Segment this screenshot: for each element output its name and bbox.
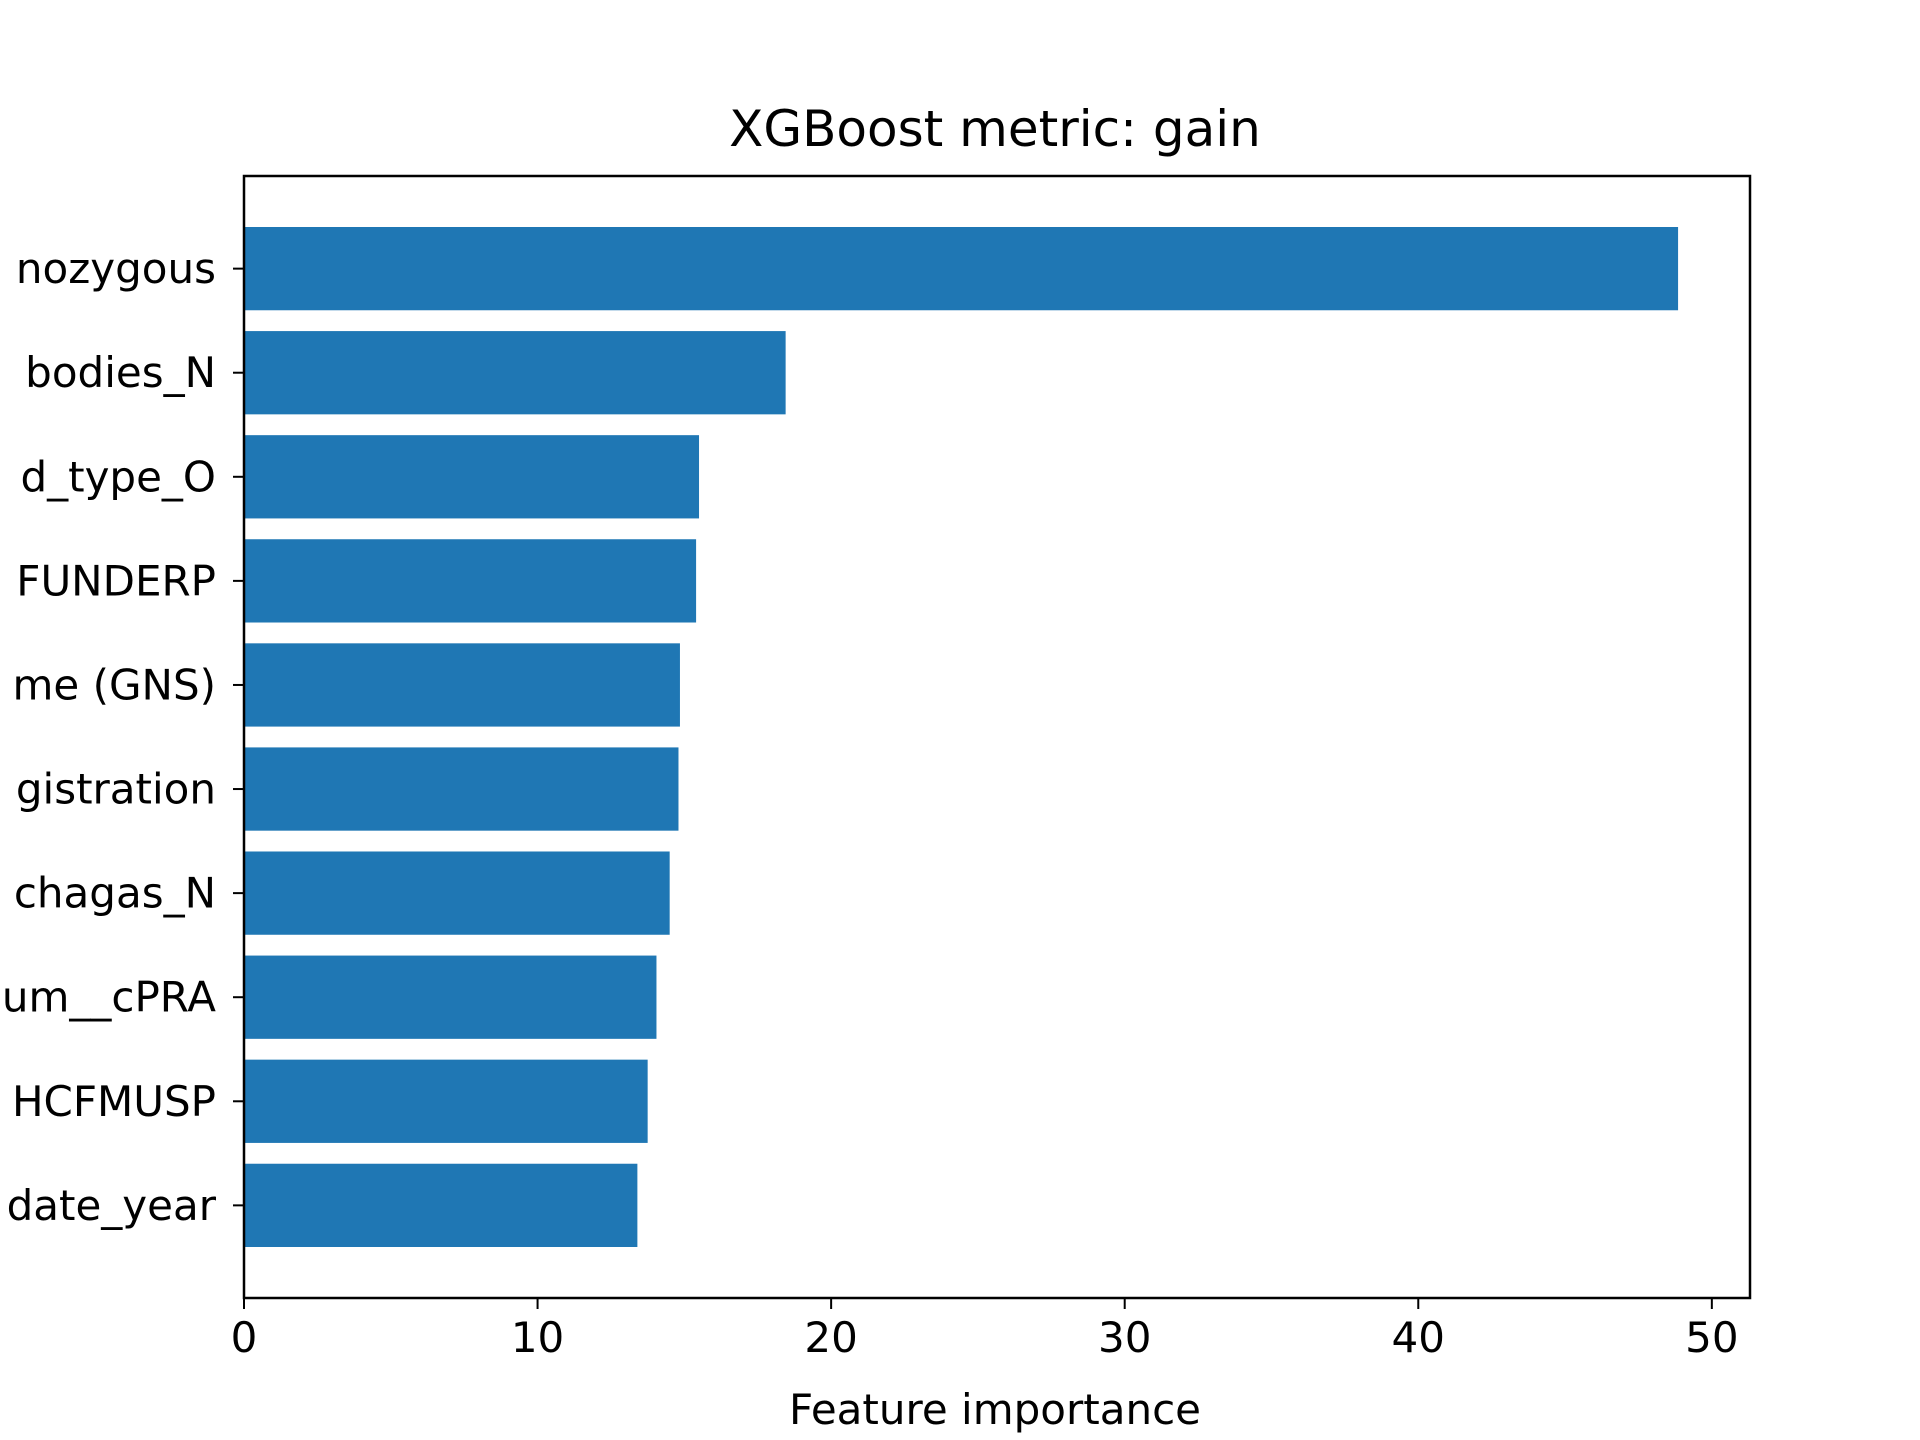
x-tick-label-4: 40 [1392,1313,1445,1362]
chart-title: XGBoost metric: gain [729,100,1261,158]
y-tick-label-6: FUNDERP [16,556,216,605]
x-tick-label-1: 10 [511,1313,564,1362]
y-tick-label-4: gistration [16,765,216,814]
y-tick-label-2: um__cPRA [2,973,216,1022]
y-tick-label-3: chagas_N [14,869,216,918]
y-axis: date_year HCFMUSP um__cPRA chagas_N gistrati… [2,244,244,1230]
x-tick-label-3: 30 [1098,1313,1151,1362]
x-tick-label-5: 50 [1685,1313,1738,1362]
y-tick-label-1: HCFMUSP [12,1077,216,1126]
bars [244,227,1679,1247]
y-tick-label-5: me (GNS) [13,660,217,709]
x-tick-label-2: 20 [804,1313,857,1362]
bar-8 [244,331,786,415]
bar-2 [244,955,657,1039]
bar-0 [244,1163,638,1247]
y-tick-label-7: d_type_O [20,452,216,501]
y-tick-label-9: nozygous [16,244,216,293]
y-tick-label-8: bodies_N [25,348,216,397]
bar-4 [244,747,679,831]
plot-frame [242,174,1752,1300]
bar-9 [244,227,1679,311]
x-axis-label: Feature importance [789,1385,1201,1434]
bar-5 [244,643,680,727]
x-axis: 0 10 20 30 40 50 [231,1298,1739,1362]
bar-1 [244,1059,648,1143]
x-tick-label-0: 0 [231,1313,258,1362]
y-tick-label-0: date_year [7,1181,217,1230]
bar-7 [244,435,700,519]
bar-3 [244,851,670,935]
bar-6 [244,539,697,623]
